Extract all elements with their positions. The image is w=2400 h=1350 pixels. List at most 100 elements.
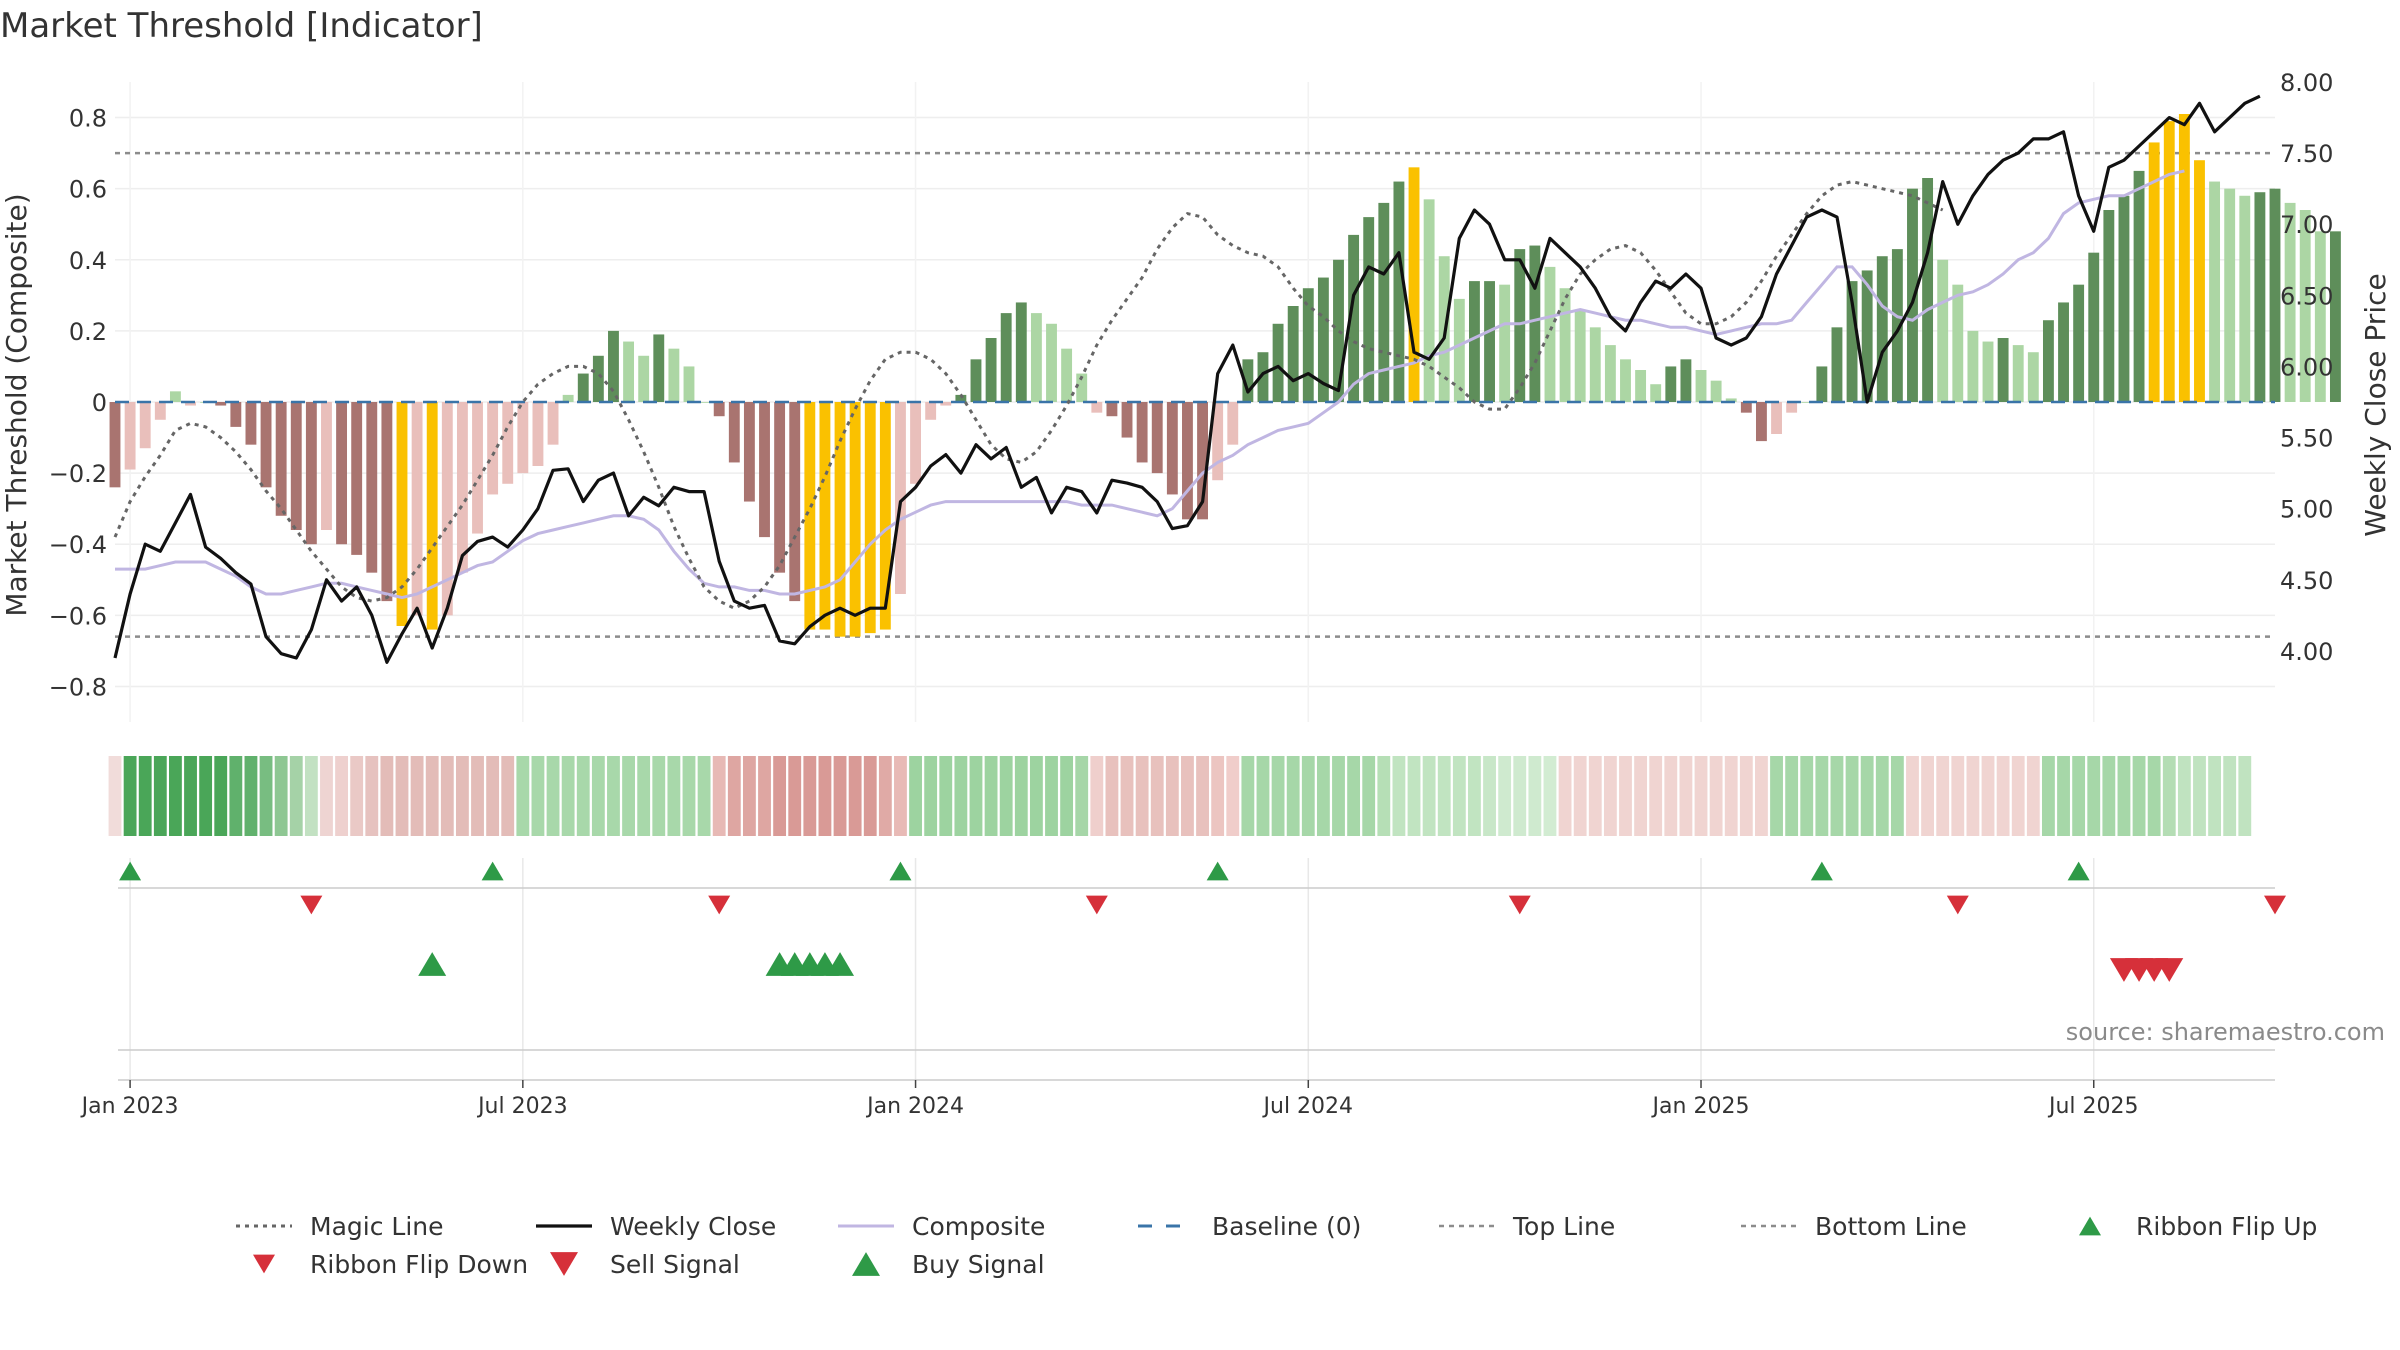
composite-bar-61 [1030, 313, 1042, 402]
ribbon-cell-47 [818, 756, 832, 836]
ribbon-cell-138 [2193, 756, 2206, 836]
ribbon-cell-0 [108, 756, 122, 836]
composite-bar-69 [1151, 402, 1163, 474]
legend-label: Buy Signal [912, 1250, 1045, 1279]
ribbon-cell-32 [591, 756, 605, 836]
composite-bar-85 [1393, 181, 1405, 402]
ribbon-cell-30 [561, 756, 575, 836]
composite-bar-98 [1589, 327, 1601, 402]
composite-bar-108 [1740, 402, 1752, 413]
ribbon-cell-114 [1830, 756, 1844, 836]
ribbon-cell-90 [1468, 756, 1481, 836]
ribbon-cell-3 [153, 756, 167, 836]
composite-bar-49 [849, 402, 861, 637]
composite-bar-63 [1061, 348, 1073, 402]
ribbon-cell-121 [1936, 756, 1950, 836]
ribbon-cell-43 [758, 756, 771, 836]
ribbon-cell-18 [380, 756, 394, 836]
composite-bar-100 [1620, 359, 1631, 402]
ribbon-cell-35 [637, 756, 651, 836]
ribbon-strip [108, 756, 2252, 836]
ribbon-cell-64 [1075, 756, 1089, 836]
ribbon-cell-112 [1800, 756, 1814, 836]
composite-bar-20 [411, 402, 423, 616]
y-right-tick-label: 4.50 [2280, 567, 2333, 595]
legend-label: Sell Signal [610, 1250, 740, 1279]
ribbon-cell-124 [1981, 756, 1995, 836]
composite-bar-99 [1604, 345, 1616, 402]
legend-item-buy: Buy Signal [852, 1250, 1045, 1279]
composite-bar-73 [1212, 402, 1224, 481]
legend-item-flipup: Ribbon Flip Up [2079, 1212, 2317, 1241]
y-axis-left-label: Market Threshold (Composite) [0, 193, 33, 616]
composite-bar-95 [1544, 266, 1556, 402]
ribbon-flip-up-marker [119, 861, 142, 881]
composite-bar-122 [1952, 284, 1964, 402]
ribbon-cell-48 [833, 756, 847, 836]
composite-bar-105 [1695, 370, 1707, 402]
ribbon-flip-up-marker [889, 861, 912, 881]
ribbon-cell-106 [1709, 756, 1723, 836]
ribbon-flip-down-marker [300, 895, 323, 915]
y-left-tick-label: 0.6 [69, 176, 107, 204]
y-right-tick-label: 7.00 [2280, 211, 2333, 239]
x-tick-label: Jul 2023 [476, 1094, 568, 1119]
ribbon-cell-93 [1513, 756, 1527, 836]
composite-bar-22 [441, 402, 453, 616]
ribbon-cell-14 [320, 756, 333, 836]
ribbon-cell-56 [954, 756, 968, 836]
composite-bar-103 [1665, 366, 1677, 402]
ribbon-cell-26 [501, 756, 515, 836]
composite-bar-101 [1635, 370, 1647, 402]
magic-line [113, 180, 1944, 610]
composite-bar-92 [1499, 284, 1511, 402]
composite-bar-58 [985, 338, 997, 402]
composite-bar-12 [290, 402, 302, 530]
ribbon-cell-134 [2132, 756, 2146, 836]
y-left-tick-label: 0 [92, 389, 107, 417]
legend-item-bottom: Bottom Line [1741, 1212, 1967, 1241]
legend-label: Ribbon Flip Up [2136, 1212, 2317, 1241]
sell-signal-marker [2155, 958, 2184, 982]
legend-item-sell: Sell Signal [550, 1250, 740, 1279]
ribbon-cell-118 [1890, 756, 1904, 836]
composite-bar-129 [2058, 302, 2069, 402]
x-tick-label: Jul 2024 [1262, 1094, 1354, 1119]
composite-bar-74 [1227, 402, 1239, 445]
composite-bar-144 [2284, 202, 2296, 402]
ribbon-cell-71 [1181, 756, 1194, 836]
composite-bar-9 [245, 402, 257, 445]
legend-symbol-sell [550, 1252, 578, 1276]
ribbon-cell-137 [2177, 756, 2191, 836]
ribbon-cell-120 [1921, 756, 1935, 836]
ribbon-cell-116 [1860, 756, 1874, 836]
ribbon-cell-24 [471, 756, 484, 836]
ribbon-cell-21 [425, 756, 439, 836]
legend: Magic Line Weekly Close Composite Baseline … [236, 1212, 2317, 1279]
composite-bar-14 [321, 402, 332, 530]
ribbon-cell-92 [1498, 756, 1512, 836]
composite-bar-76 [1257, 352, 1269, 402]
ribbon-cell-37 [667, 756, 681, 836]
composite-bar-133 [2118, 195, 2130, 402]
ribbon-cell-5 [184, 756, 197, 836]
legend-item-flipdown: Ribbon Flip Down [253, 1250, 528, 1279]
composite-bar-34 [623, 341, 635, 402]
ribbon-cell-135 [2147, 756, 2161, 836]
ribbon-cell-101 [1634, 756, 1648, 836]
composite-bar-38 [683, 366, 695, 402]
ribbon-cell-91 [1483, 756, 1496, 836]
ribbon-cell-140 [2223, 756, 2237, 836]
ribbon-flip-down-marker [708, 895, 731, 915]
composite-bar-113 [1816, 366, 1828, 402]
composite-bar-36 [653, 334, 665, 402]
composite-bar-57 [970, 359, 982, 402]
x-tick-label: Jan 2023 [80, 1094, 179, 1119]
legend-label: Bottom Line [1815, 1212, 1967, 1241]
composite-bar-138 [2194, 160, 2205, 402]
ribbon-cell-102 [1649, 756, 1663, 836]
composite-bar-65 [1091, 402, 1103, 413]
composite-bar-54 [925, 402, 937, 420]
grid-layer [115, 82, 2275, 1080]
composite-bar-48 [834, 402, 846, 637]
